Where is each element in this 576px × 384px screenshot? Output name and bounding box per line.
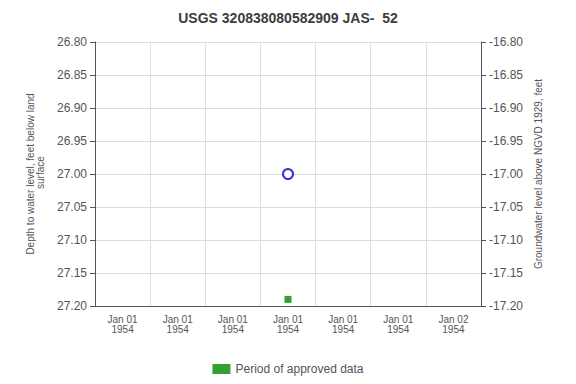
svg-text:27.20: 27.20 <box>57 299 87 313</box>
svg-text:surface: surface <box>35 156 46 192</box>
svg-text:27.15: 27.15 <box>57 266 87 280</box>
svg-text:26.90: 26.90 <box>57 101 87 115</box>
svg-text:Jan 01: Jan 01 <box>217 313 248 325</box>
svg-text:Depth to water level, feet bel: Depth to water level, feet below land <box>24 93 36 255</box>
svg-text:1954: 1954 <box>167 324 190 335</box>
svg-text:1954: 1954 <box>332 324 355 335</box>
svg-text:-16.85: -16.85 <box>489 68 523 82</box>
svg-text:27.05: 27.05 <box>57 200 87 214</box>
svg-text:26.85: 26.85 <box>57 68 87 82</box>
svg-text:Jan 01: Jan 01 <box>107 313 138 325</box>
svg-text:-16.80: -16.80 <box>489 35 523 49</box>
svg-text:Jan 01: Jan 01 <box>328 313 359 325</box>
svg-text:-17.05: -17.05 <box>489 200 523 214</box>
svg-text:Jan 01: Jan 01 <box>383 313 414 325</box>
svg-text:-17.10: -17.10 <box>489 233 523 247</box>
svg-text:1954: 1954 <box>277 324 300 335</box>
svg-text:Groundwater level above NGVD 1: Groundwater level above NGVD 1929, feet <box>533 79 544 269</box>
svg-text:27.00: 27.00 <box>57 167 87 181</box>
svg-text:-16.90: -16.90 <box>489 101 523 115</box>
svg-text:USGS 320838080582909 JAS- 52: USGS 320838080582909 JAS- 52 <box>178 10 398 26</box>
svg-text:Jan 01: Jan 01 <box>273 313 303 325</box>
svg-text:27.10: 27.10 <box>57 233 87 247</box>
svg-text:Jan 01: Jan 01 <box>162 313 193 325</box>
svg-text:-17.20: -17.20 <box>489 299 523 313</box>
svg-text:Jan 02: Jan 02 <box>438 313 469 325</box>
svg-text:1954: 1954 <box>387 324 410 335</box>
svg-text:1954: 1954 <box>111 324 134 335</box>
svg-text:-16.95: -16.95 <box>489 134 523 148</box>
svg-text:1954: 1954 <box>222 324 245 335</box>
svg-text:1954: 1954 <box>442 324 465 335</box>
svg-text:26.95: 26.95 <box>57 134 87 148</box>
svg-text:-17.15: -17.15 <box>489 266 523 280</box>
svg-text:26.80: 26.80 <box>57 35 87 49</box>
svg-text:-17.00: -17.00 <box>489 167 523 181</box>
svg-text:Period of approved data: Period of approved data <box>235 362 363 376</box>
